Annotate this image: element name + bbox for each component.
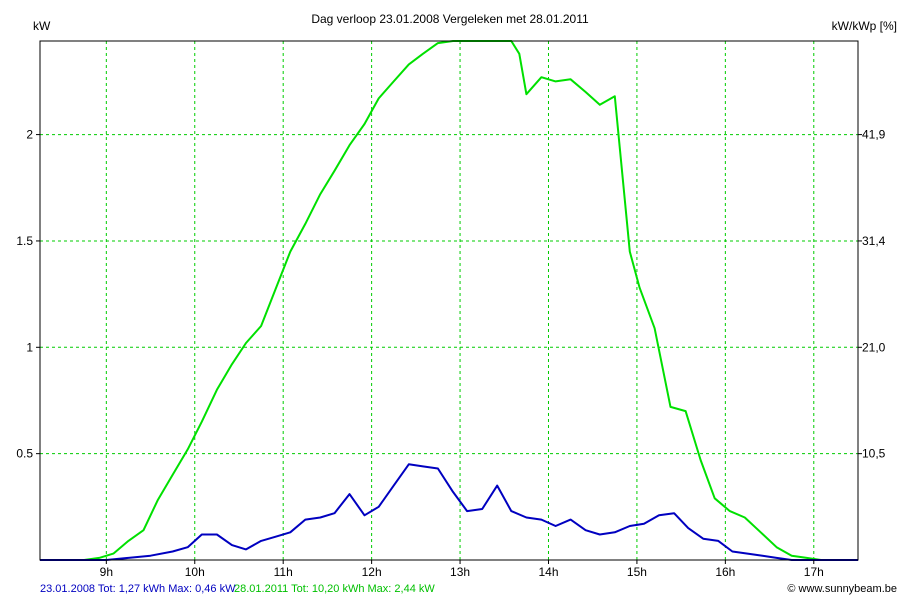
x-tick-label: 17h: [804, 565, 824, 579]
left-axis-label: kW: [33, 19, 51, 33]
footer-copyright: © www.sunnybeam.be: [787, 583, 897, 595]
y-tick-label-left: 1: [26, 340, 33, 354]
y-tick-label-right: 31,4: [862, 234, 886, 248]
x-tick-label: 12h: [362, 565, 382, 579]
y-tick-label-left: 1.5: [16, 234, 33, 248]
x-tick-label: 10h: [185, 565, 205, 579]
tick-layer: 9h 10h 11h 12h 13h 14h 15h 16h 17h 0.5 1 1.5 2 10,5 21…: [16, 128, 885, 579]
y-tick-label-right: 21,0: [862, 340, 886, 354]
y-tick-label-left: 0.5: [16, 447, 33, 461]
series-layer: [40, 40, 858, 561]
grid-layer: [40, 41, 858, 560]
x-tick-label: 9h: [100, 565, 113, 579]
footer-legend-2008: 23.01.2008 Tot: 1,27 kWh Max: 0,46 kW: [40, 583, 236, 595]
footer-legend-2011: 28.01.2011 Tot: 10,20 kWh Max: 2,44 kW: [234, 583, 435, 595]
y-tick-label-right: 10,5: [862, 447, 886, 461]
y-tick-label-left: 2: [26, 128, 33, 142]
chart-title: Dag verloop 23.01.2008 Vergeleken met 28…: [311, 12, 589, 26]
series-line-23-01-2008: [40, 463, 858, 561]
x-tick-label: 14h: [538, 565, 558, 579]
right-axis-label: kW/kWp [%]: [832, 19, 897, 33]
y-tick-label-right: 41,9: [862, 128, 886, 142]
series-line-28-01-2011: [40, 40, 858, 561]
x-tick-label: 15h: [627, 565, 647, 579]
x-tick-label: 11h: [274, 565, 293, 579]
x-tick-label: 13h: [450, 565, 470, 579]
plot-frame: [39, 40, 859, 561]
x-tick-label: 16h: [715, 565, 735, 579]
